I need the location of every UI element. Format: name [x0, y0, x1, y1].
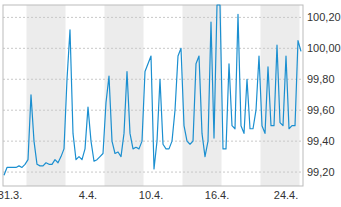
- x-tick-label: 4.4.: [79, 189, 97, 201]
- y-tick-label: 100,20: [307, 11, 341, 23]
- y-tick-label: 100,00: [307, 42, 341, 54]
- y-tick-label: 99,20: [307, 166, 335, 178]
- y-tick-label: 99,80: [307, 73, 335, 85]
- chart: 99,20 99,40 99,60 99,80 100,00 100,20 31.3. 4.4…: [0, 0, 341, 207]
- x-tick-label: 24.4.: [274, 189, 298, 201]
- y-tick-label: 99,40: [307, 135, 335, 147]
- grid-line: [3, 17, 303, 18]
- plot-frame: [3, 5, 303, 186]
- x-tick-label: 31.3.: [0, 189, 22, 201]
- plot-area: [4, 5, 301, 175]
- x-tick-label: 16.4.: [205, 189, 229, 201]
- y-tick-label: 99,60: [307, 104, 335, 116]
- grid-line: [3, 172, 303, 173]
- band: [183, 5, 222, 186]
- x-tick-label: 10.4.: [139, 189, 163, 201]
- price-line: [4, 5, 301, 175]
- grid-line: [3, 48, 303, 49]
